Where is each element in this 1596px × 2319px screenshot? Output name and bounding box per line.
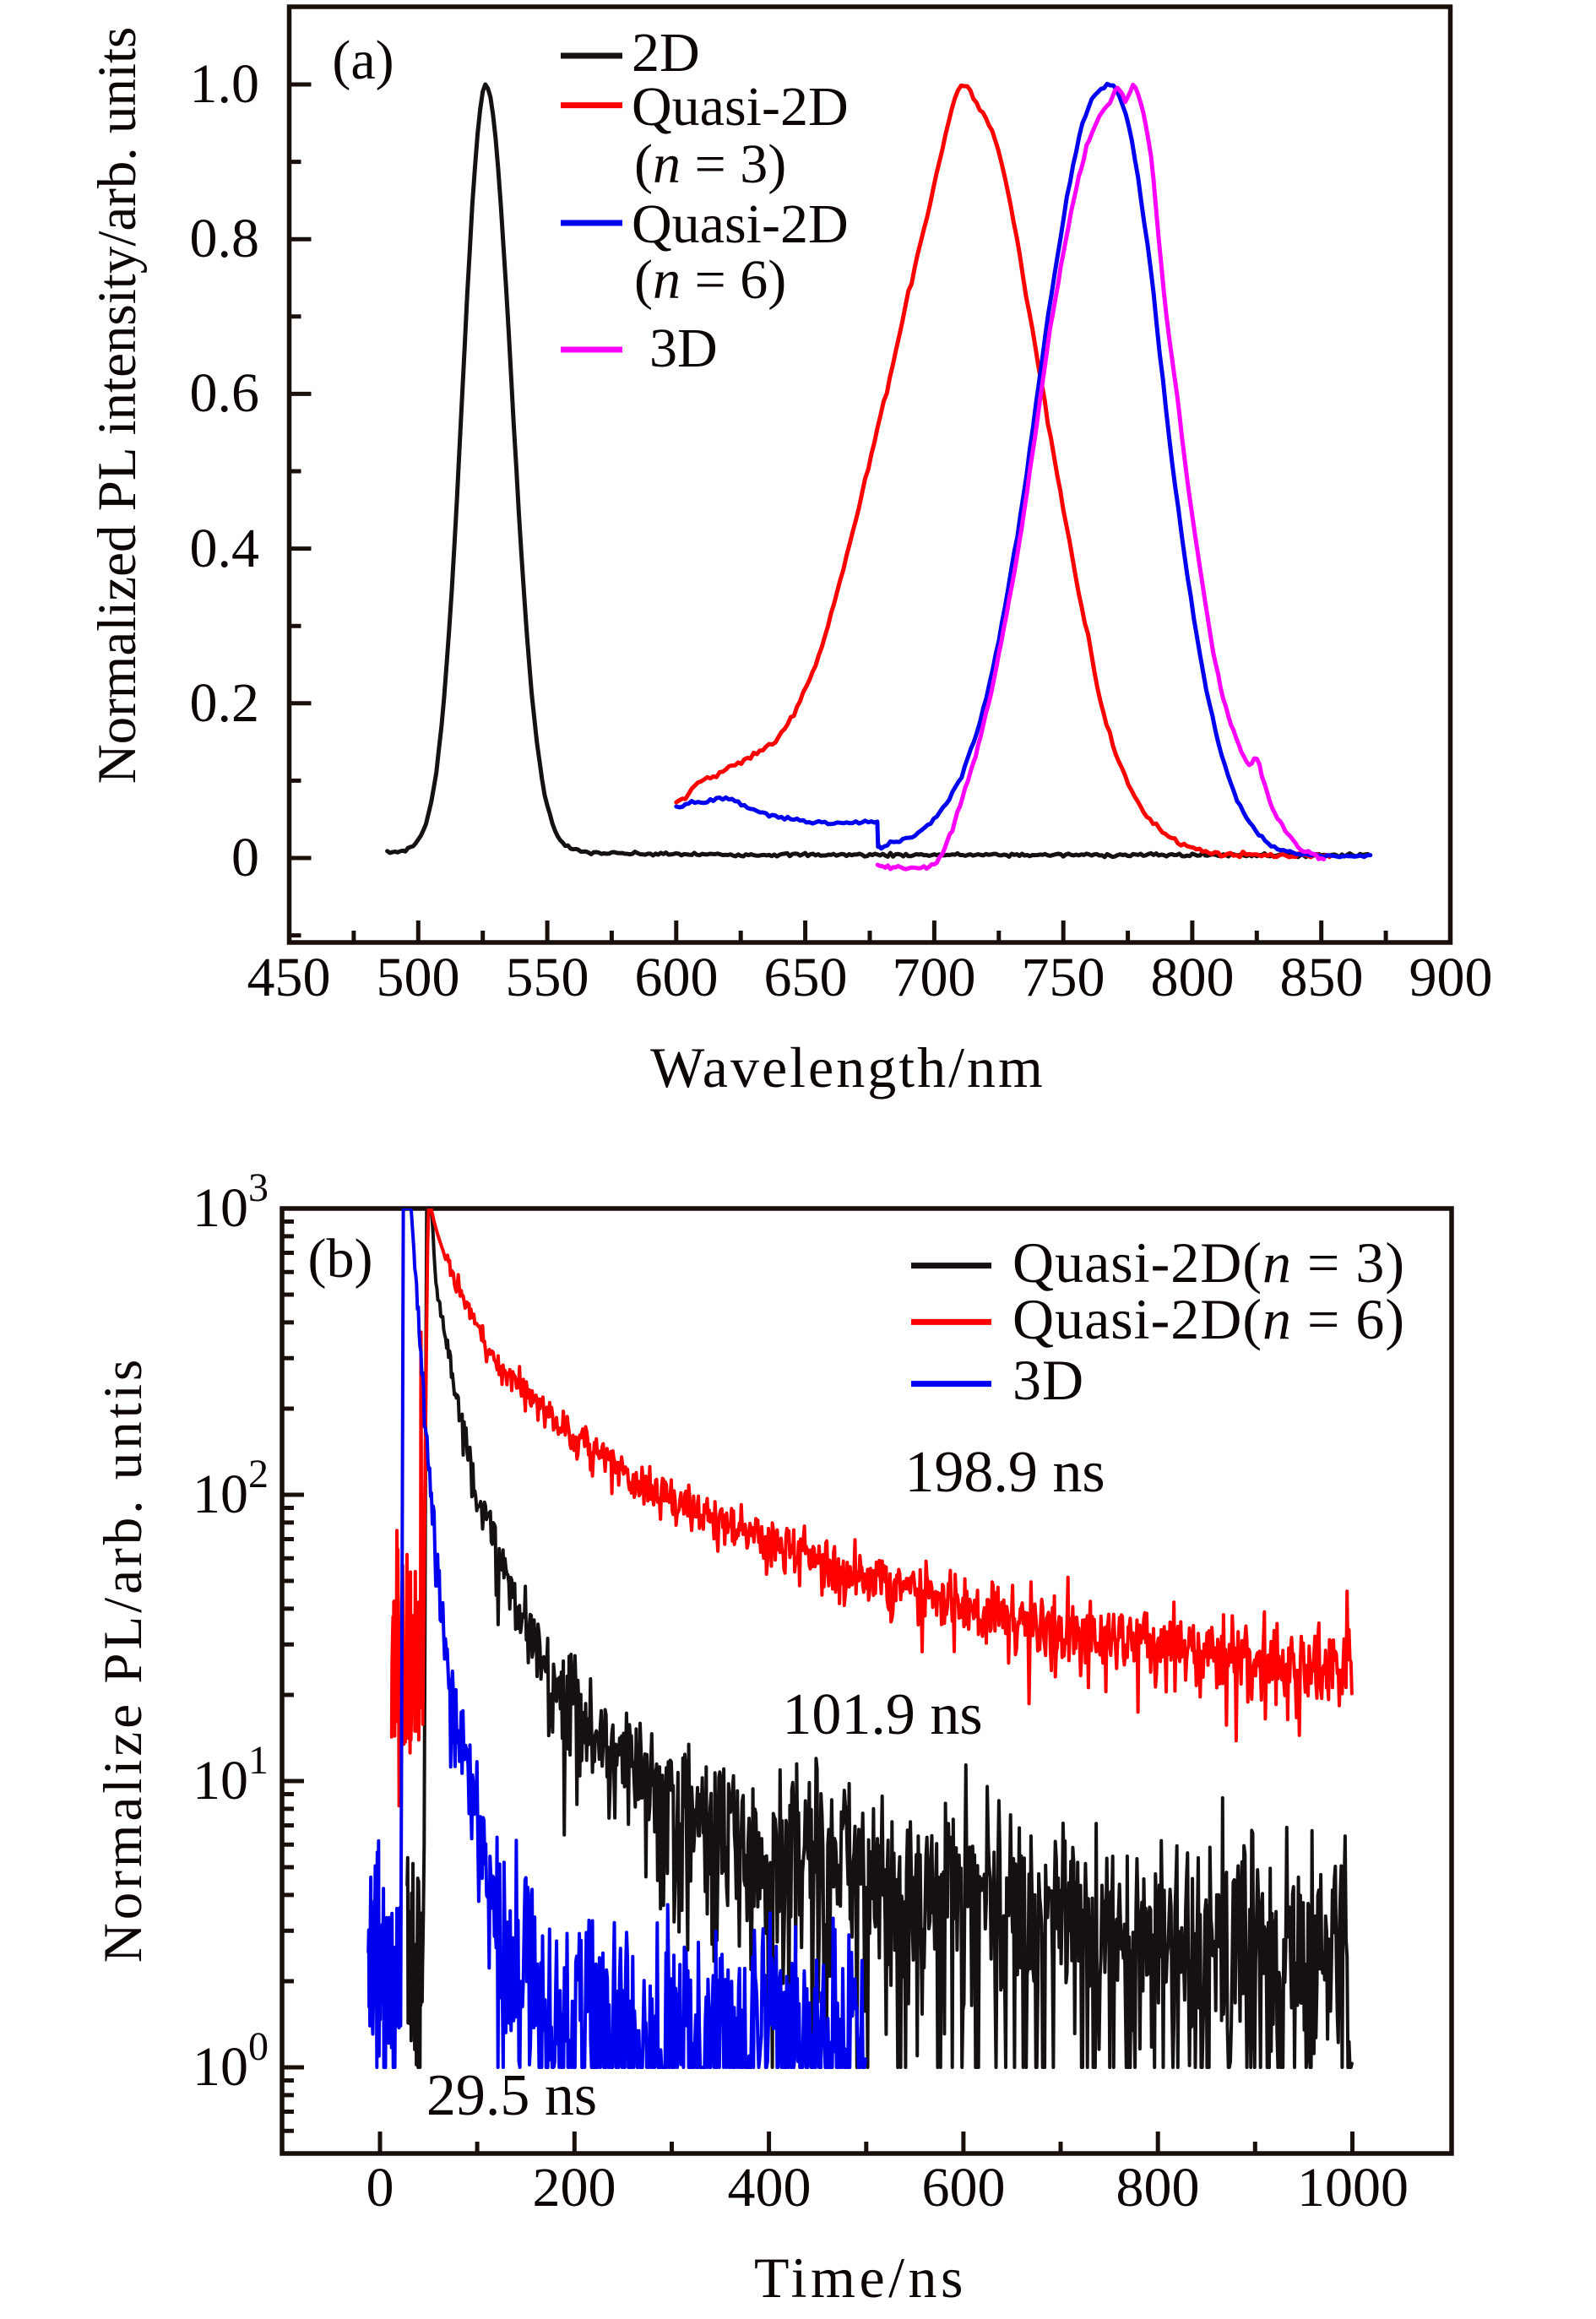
svg-text:1.0: 1.0	[190, 53, 260, 115]
svg-text:800: 800	[1116, 2157, 1200, 2219]
svg-text:500: 500	[377, 947, 460, 1008]
svg-text:450: 450	[247, 947, 331, 1008]
svg-text:750: 750	[1022, 947, 1105, 1008]
svg-text:29.5 ns: 29.5 ns	[426, 2063, 597, 2128]
svg-text:Wavelength/nm: Wavelength/nm	[650, 1035, 1045, 1100]
svg-text:900: 900	[1409, 947, 1493, 1008]
svg-text:(a): (a)	[332, 30, 394, 91]
svg-text:Quasi-2D: Quasi-2D	[632, 193, 849, 255]
svg-text:650: 650	[764, 947, 848, 1008]
svg-text:1000: 1000	[1297, 2157, 1409, 2219]
svg-text:850: 850	[1280, 947, 1364, 1008]
svg-text:Quasi-2D(n = 6): Quasi-2D(n = 6)	[1012, 1287, 1405, 1351]
svg-text:800: 800	[1151, 947, 1235, 1008]
svg-text:(n = 6): (n = 6)	[634, 249, 786, 311]
svg-text:0.4: 0.4	[190, 518, 260, 579]
svg-text:(n = 3): (n = 3)	[634, 133, 786, 195]
svg-text:600: 600	[635, 947, 719, 1008]
svg-text:Normalize PL/arb. untis: Normalize PL/arb. untis	[93, 1356, 154, 1963]
svg-text:198.9 ns: 198.9 ns	[904, 1440, 1105, 1505]
svg-text:400: 400	[728, 2157, 812, 2219]
svg-text:Normalized PL intensity/arb. u: Normalized PL intensity/arb. units	[87, 27, 148, 785]
svg-text:700: 700	[893, 947, 976, 1008]
svg-text:550: 550	[506, 947, 589, 1008]
svg-text:(b): (b)	[308, 1228, 373, 1290]
svg-text:0.2: 0.2	[190, 672, 260, 734]
svg-text:3D: 3D	[649, 318, 718, 379]
svg-text:0.6: 0.6	[190, 362, 260, 424]
svg-text:600: 600	[922, 2157, 1006, 2219]
svg-text:Time/ns: Time/ns	[754, 2246, 967, 2310]
svg-text:101.9 ns: 101.9 ns	[782, 1682, 982, 1747]
svg-text:Quasi-2D: Quasi-2D	[632, 76, 849, 138]
svg-text:2D: 2D	[632, 22, 700, 84]
svg-text:200: 200	[533, 2157, 616, 2219]
svg-text:0: 0	[366, 2157, 394, 2219]
svg-text:0.8: 0.8	[190, 208, 260, 269]
svg-text:Quasi-2D(n = 3): Quasi-2D(n = 3)	[1012, 1230, 1405, 1295]
svg-text:3D: 3D	[1012, 1348, 1084, 1412]
svg-text:0: 0	[231, 827, 259, 888]
